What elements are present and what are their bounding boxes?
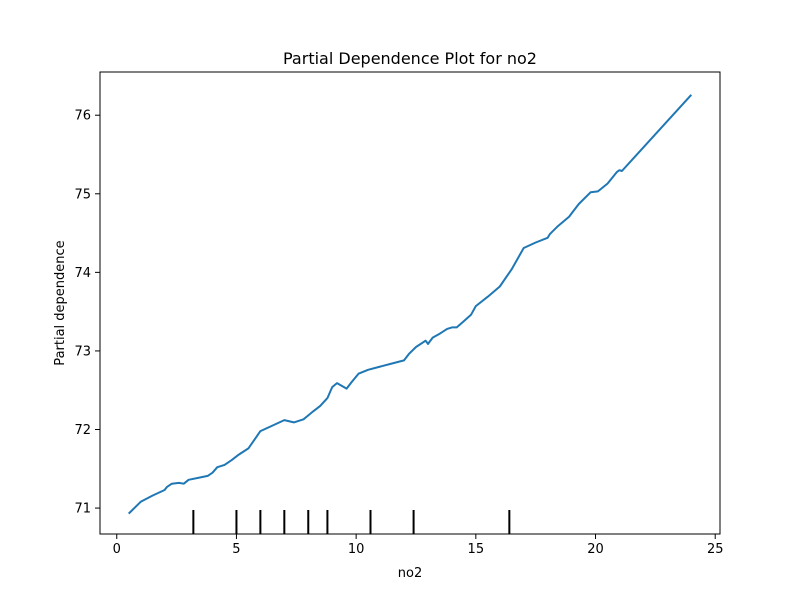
x-tick-label: 0 (113, 542, 121, 557)
y-axis-label: Partial dependence (53, 240, 68, 365)
x-tick-label: 20 (587, 542, 604, 557)
axes-frame (99, 71, 721, 535)
x-tick-label: 5 (232, 542, 240, 557)
y-tick-label: 74 (74, 266, 91, 281)
plot-area (127, 94, 693, 534)
x-tick-label: 10 (348, 542, 365, 557)
chart-title: Partial Dependence Plot for no2 (283, 49, 537, 68)
y-tick-label: 72 (74, 423, 91, 438)
y-tick-label: 76 (74, 109, 91, 124)
x-tick-label: 25 (707, 542, 724, 557)
y-tick-label: 75 (74, 187, 91, 202)
x-axis-label: no2 (398, 566, 422, 581)
pd-series-line (127, 94, 693, 515)
y-tick-label: 71 (74, 502, 91, 517)
x-axis: 0 5 10 15 20 25 (113, 534, 724, 557)
y-tick-label: 73 (74, 344, 91, 359)
y-axis: 71 72 73 74 75 76 (74, 109, 100, 517)
x-tick-label: 15 (468, 542, 485, 557)
